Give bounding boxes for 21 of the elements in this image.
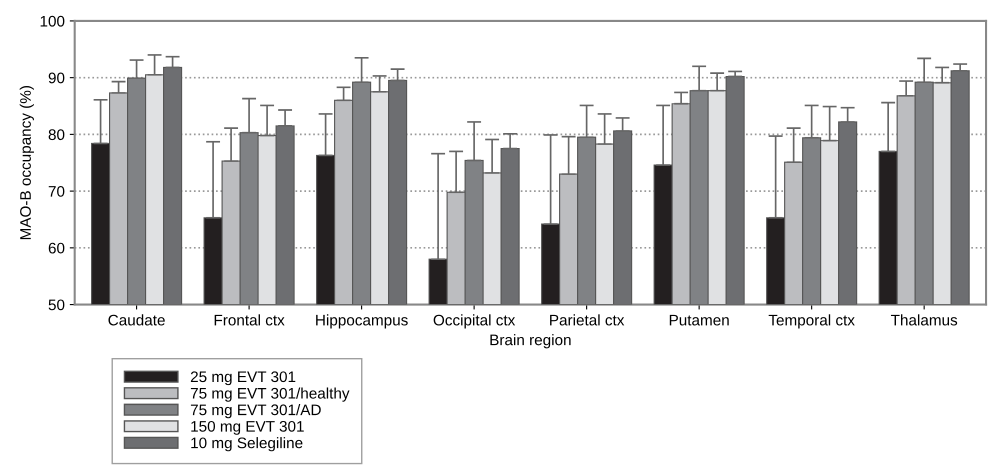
x-tick-label: Hippocampus — [316, 314, 408, 329]
y-tick-label: 100 — [40, 16, 64, 27]
y-tick-label: 90 — [48, 72, 64, 84]
legend-label: 150 mg EVT 301 — [191, 420, 304, 435]
y-tick-label: 50 — [48, 299, 64, 310]
y-tick-label: 80 — [48, 129, 64, 140]
x-tick-label: Temporal ctx — [768, 314, 855, 329]
y-axis-title: MAO-B occupancy (%) — [20, 86, 34, 240]
x-axis-title: Brain region — [490, 334, 571, 348]
legend-label: 25 mg EVT 301 — [190, 371, 296, 386]
x-tick-label: Thalamus — [890, 314, 958, 326]
y-tick-label: 60 — [48, 242, 64, 254]
x-tick-label: Occipital ctx — [434, 314, 516, 329]
legend-label: 75 mg EVT 301/AD — [190, 404, 321, 418]
y-tick-label: 70 — [48, 186, 64, 197]
legend-label: 10 mg Selegiline — [191, 437, 302, 452]
x-tick-label: Putamen — [670, 314, 729, 326]
x-tick-label: Frontal ctx — [214, 314, 285, 326]
x-tick-label: Parietal ctx — [550, 314, 624, 326]
legend-label: 75 mg EVT 301/healthy — [190, 387, 350, 402]
x-tick-label: Caudate — [108, 314, 165, 326]
